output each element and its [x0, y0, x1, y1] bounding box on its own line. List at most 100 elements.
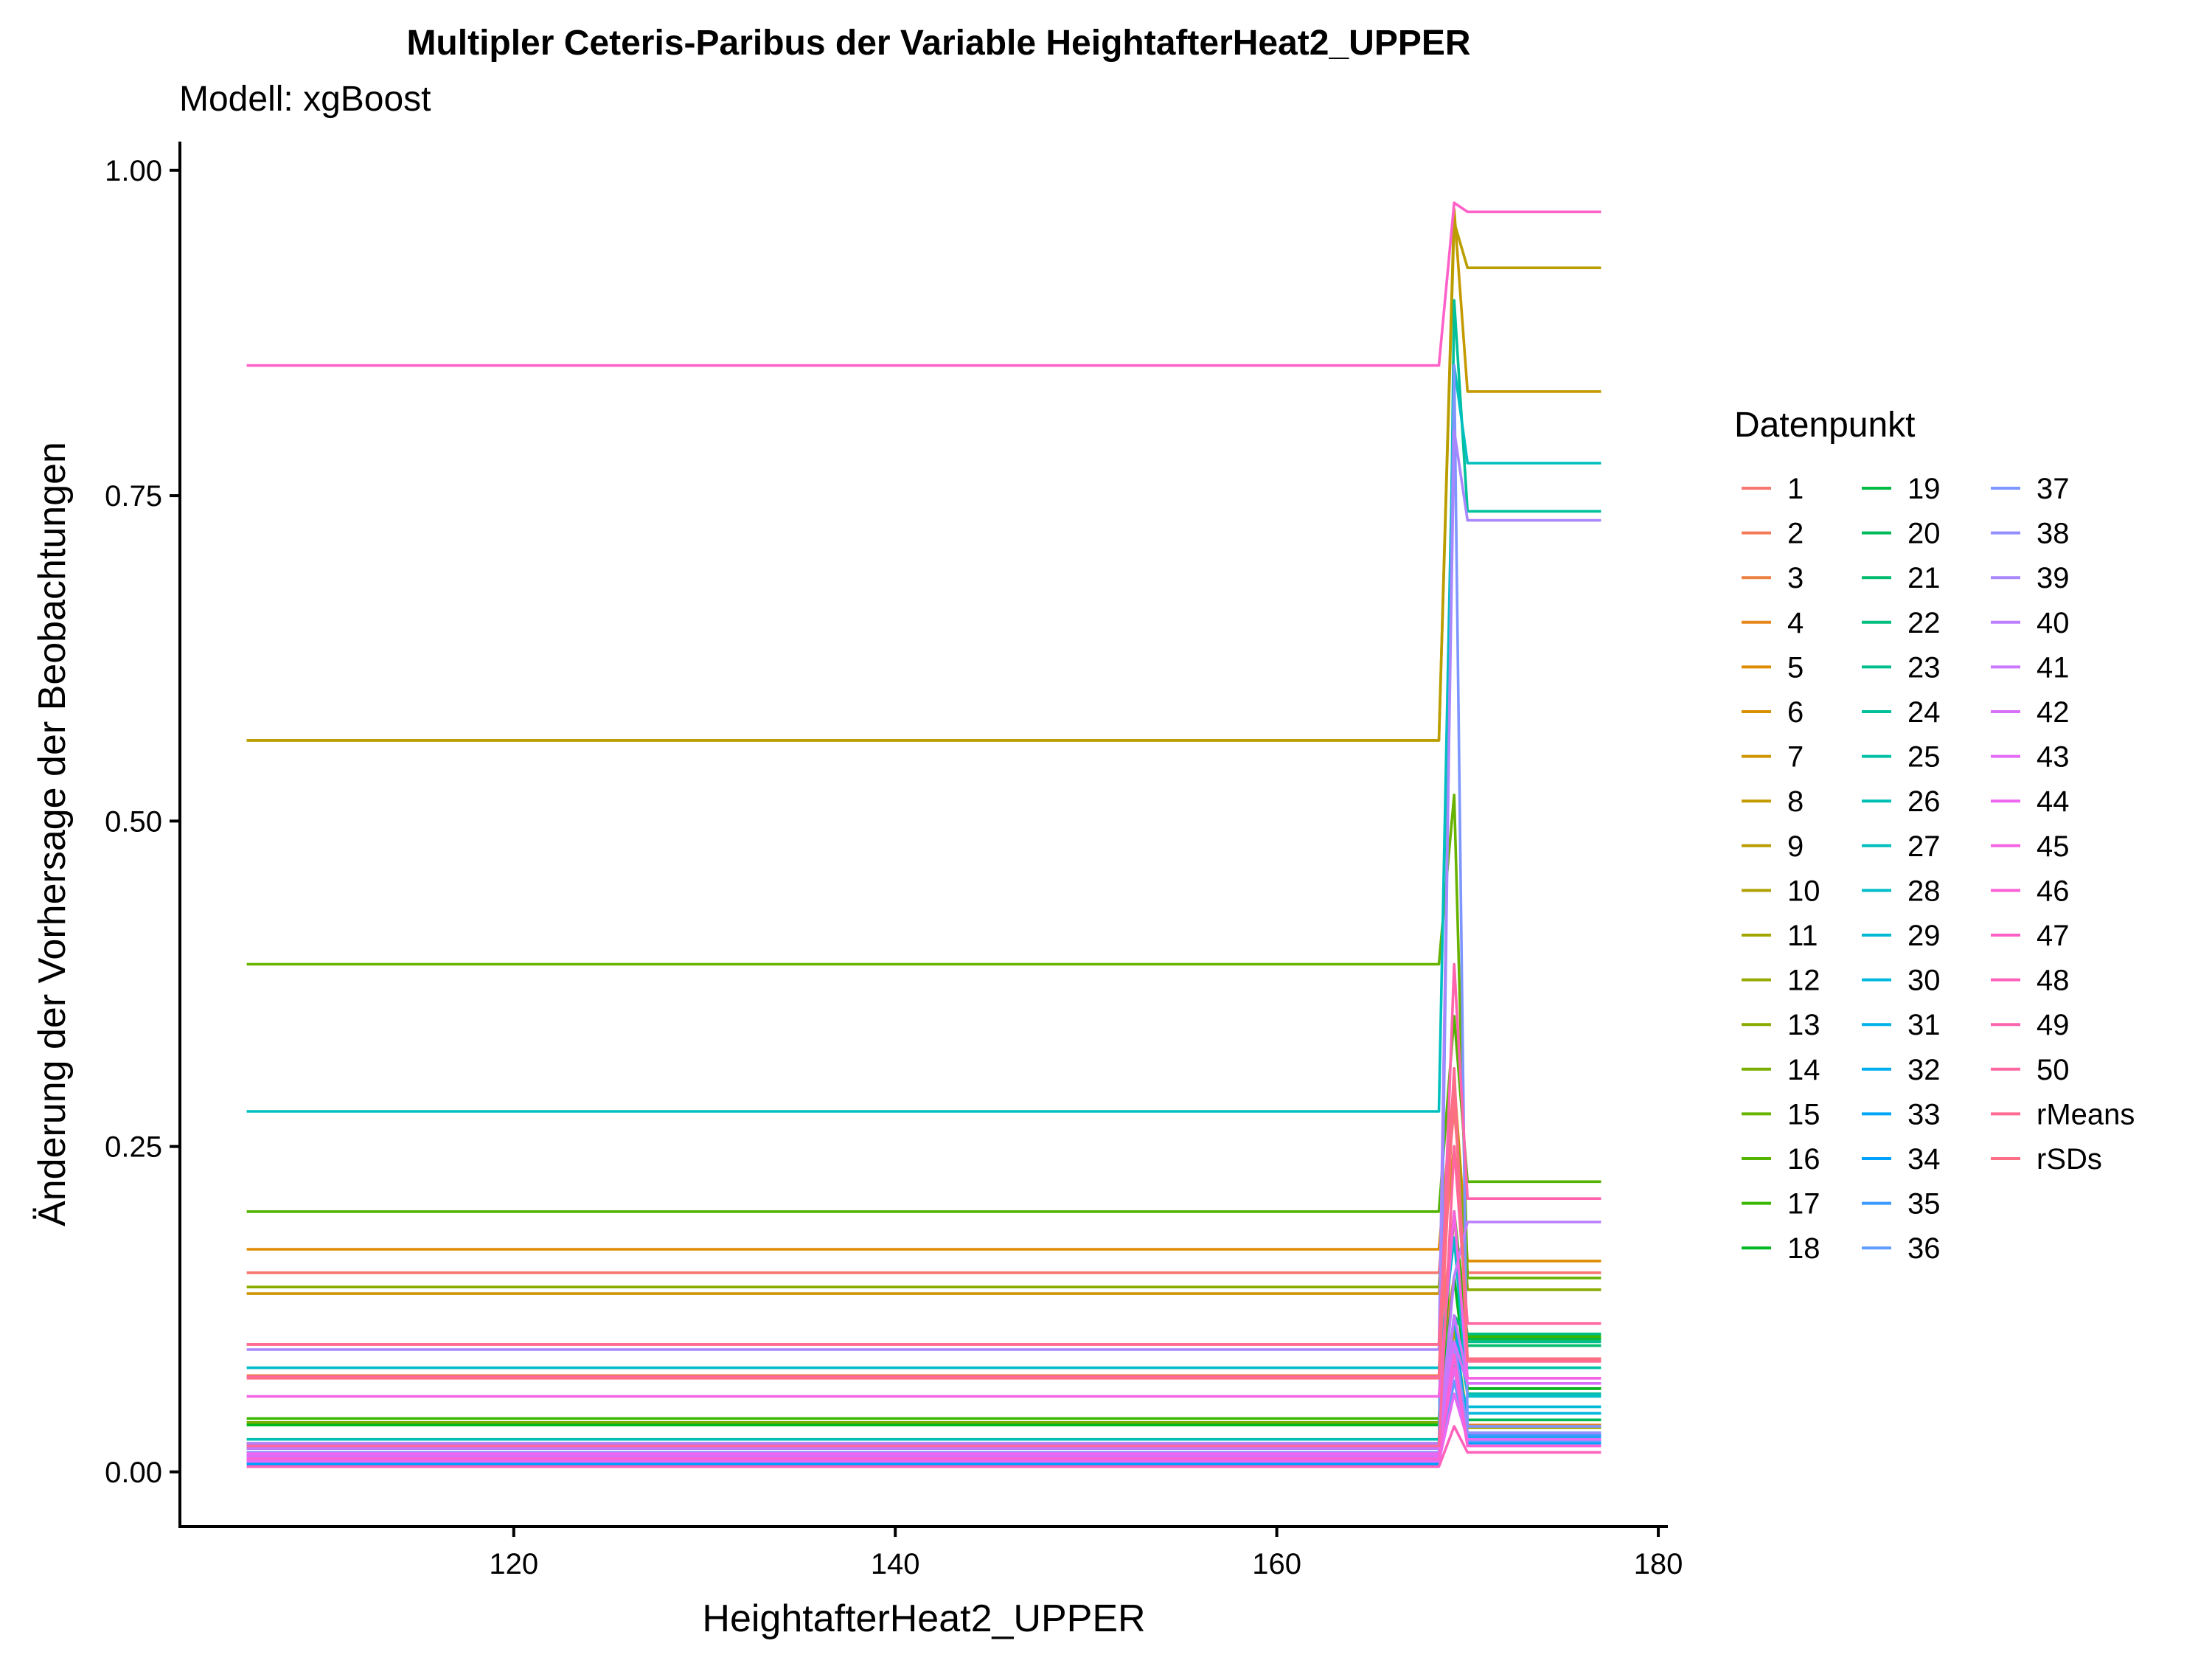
- legend-label-17: 17: [1787, 1188, 1820, 1221]
- legend-label-24: 24: [1907, 696, 1941, 729]
- series-line-rSDs: [246, 1080, 1601, 1380]
- legend-label-21: 21: [1907, 562, 1941, 594]
- legend-label-27: 27: [1907, 830, 1941, 863]
- legend-item-29: 29: [1862, 920, 1941, 952]
- series-line-25: [246, 1340, 1601, 1448]
- legend-item-46: 46: [1991, 875, 2070, 907]
- legend-label-48: 48: [2037, 965, 2070, 997]
- legend-items: 1234567891011121314151617181920212223242…: [1742, 473, 2135, 1265]
- legend-label-49: 49: [2037, 1009, 2070, 1041]
- legend-item-27: 27: [1862, 830, 1941, 863]
- series-line-39: [246, 428, 1601, 1351]
- legend-item-36: 36: [1862, 1232, 1941, 1265]
- legend-label-4: 4: [1787, 607, 1804, 639]
- series-line-47: [246, 201, 1601, 367]
- legend-item-12: 12: [1742, 965, 1820, 997]
- series-line-44: [246, 1366, 1601, 1455]
- chart-subtitle: Modell: xgBoost: [179, 80, 431, 119]
- legend-item-43: 43: [1991, 741, 2070, 774]
- series-line-1: [246, 1105, 1601, 1274]
- legend-label-8: 8: [1787, 785, 1804, 818]
- legend-label-35: 35: [1907, 1188, 1941, 1221]
- legend-item-32: 32: [1862, 1054, 1941, 1086]
- legend-label-31: 31: [1907, 1009, 1941, 1041]
- legend-label-rSDs: rSDs: [2037, 1143, 2102, 1176]
- legend-label-20: 20: [1907, 518, 1941, 550]
- legend-item-25: 25: [1862, 741, 1941, 774]
- legend-label-33: 33: [1907, 1098, 1941, 1131]
- legend-label-14: 14: [1787, 1054, 1820, 1086]
- x-tick-label: 140: [871, 1548, 920, 1580]
- x-tick-label: 120: [489, 1548, 538, 1580]
- legend-item-23: 23: [1862, 651, 1941, 684]
- legend-label-5: 5: [1787, 651, 1804, 684]
- legend-item-40: 40: [1991, 607, 2070, 639]
- legend-label-50: 50: [2037, 1054, 2070, 1086]
- legend-label-15: 15: [1787, 1098, 1820, 1131]
- legend-item-15: 15: [1742, 1098, 1820, 1131]
- legend-item-13: 13: [1742, 1009, 1820, 1041]
- legend-label-rMeans: rMeans: [2037, 1098, 2135, 1131]
- legend-item-42: 42: [1991, 696, 2070, 729]
- legend-item-20: 20: [1862, 518, 1941, 550]
- legend-item-22: 22: [1862, 607, 1941, 639]
- y-tick-label: 0.00: [105, 1457, 162, 1489]
- chart-title: Multipler Ceteris-Paribus der Variable H…: [406, 24, 1470, 63]
- series-line-9: [246, 221, 1601, 742]
- legend-label-47: 47: [2037, 920, 2070, 952]
- legend-item-35: 35: [1862, 1188, 1941, 1221]
- series-line-rMeans: [246, 1066, 1601, 1363]
- legend-item-49: 49: [1991, 1009, 2070, 1041]
- series-line-45: [246, 1210, 1601, 1398]
- series-line-30: [246, 1353, 1601, 1458]
- legend-item-33: 33: [1862, 1098, 1941, 1131]
- legend-item-8: 8: [1742, 785, 1804, 818]
- legend-item-1: 1: [1742, 473, 1804, 505]
- legend-item-26: 26: [1862, 785, 1941, 818]
- legend-label-43: 43: [2037, 741, 2070, 774]
- series-line-48: [246, 1425, 1601, 1468]
- legend-label-19: 19: [1907, 473, 1941, 505]
- legend-label-42: 42: [2037, 696, 2070, 729]
- legend-item-30: 30: [1862, 965, 1941, 997]
- series-line-5: [246, 1080, 1601, 1263]
- legend-item-4: 4: [1742, 607, 1804, 639]
- legend-label-16: 16: [1787, 1143, 1820, 1176]
- legend-item-3: 3: [1742, 562, 1804, 594]
- legend-item-24: 24: [1862, 696, 1941, 729]
- series-line-50: [246, 1145, 1601, 1448]
- series-line-46: [246, 1353, 1601, 1460]
- series-line-28: [246, 1236, 1601, 1398]
- series-line-35: [246, 1353, 1601, 1458]
- legend-item-45: 45: [1991, 830, 2070, 863]
- legend-item-37: 37: [1991, 473, 2070, 505]
- series-line-8: [246, 207, 1601, 742]
- series-line-4: [246, 1340, 1601, 1446]
- legend-label-29: 29: [1907, 920, 1941, 952]
- legend-label-41: 41: [2037, 651, 2070, 684]
- series-line-27: [246, 364, 1601, 1113]
- legend-item-10: 10: [1742, 875, 1820, 907]
- y-tick-label: 0.25: [105, 1131, 162, 1164]
- legend-item-11: 11: [1742, 920, 1818, 952]
- legend-label-13: 13: [1787, 1009, 1820, 1041]
- legend-label-3: 3: [1787, 562, 1804, 594]
- legend-label-9: 9: [1787, 830, 1804, 863]
- series-line-15: [246, 794, 1601, 1280]
- series-line-41: [246, 1314, 1601, 1450]
- legend-item-34: 34: [1862, 1143, 1941, 1176]
- legend-label-37: 37: [2037, 473, 2070, 505]
- legend-label-18: 18: [1787, 1232, 1820, 1265]
- y-tick-label: 0.50: [105, 805, 162, 838]
- legend-item-41: 41: [1991, 651, 2070, 684]
- series-line-49: [246, 962, 1601, 1378]
- ticks: 120 140 160 180 0.00 0.25 0.50 0.75 1.00: [105, 155, 1683, 1580]
- legend-item-39: 39: [1991, 562, 2070, 594]
- series-line-32: [246, 1314, 1601, 1454]
- legend-label-25: 25: [1907, 741, 1941, 774]
- legend-item-38: 38: [1991, 518, 2070, 550]
- series-line-6: [246, 1353, 1601, 1454]
- legend-label-38: 38: [2037, 518, 2070, 550]
- x-tick-label: 160: [1252, 1548, 1301, 1580]
